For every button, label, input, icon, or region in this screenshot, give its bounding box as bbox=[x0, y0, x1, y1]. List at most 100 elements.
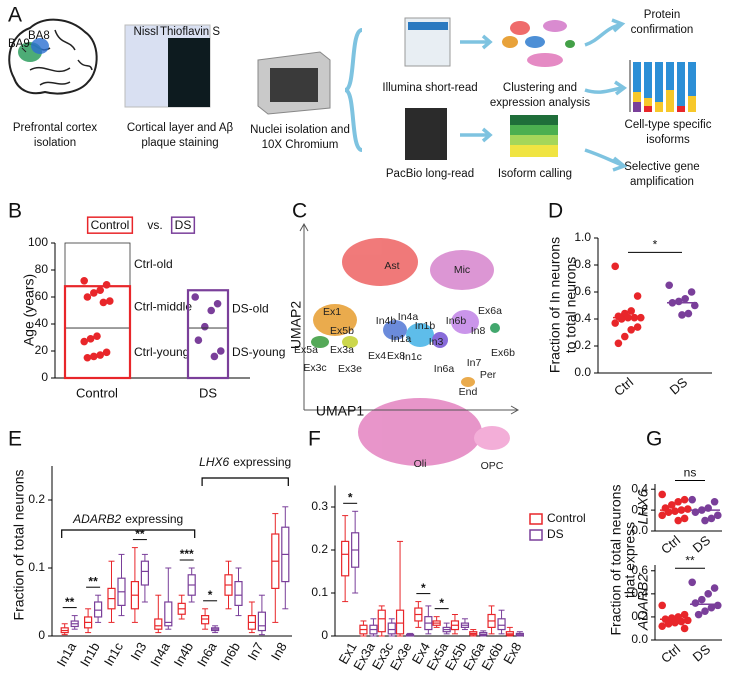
axis-label: Fraction of total neurons bbox=[11, 470, 27, 621]
header-box bbox=[170, 216, 196, 234]
data-point bbox=[96, 351, 104, 359]
sig-label: ns bbox=[684, 466, 697, 480]
x-tick-label: In7 bbox=[244, 640, 266, 663]
cluster-label: Ast bbox=[384, 260, 399, 272]
stacked-bar-icon bbox=[629, 60, 696, 112]
data-point bbox=[633, 323, 642, 331]
axis-label: UMAP1 bbox=[316, 403, 364, 419]
image-label: Thioflavin S bbox=[160, 26, 220, 38]
data-point bbox=[102, 281, 111, 289]
data-point bbox=[688, 495, 696, 504]
cluster-label: Ex3c bbox=[303, 362, 326, 374]
sig-label: * bbox=[208, 588, 213, 602]
y-tick-label: 80 bbox=[35, 262, 49, 276]
box bbox=[341, 540, 350, 577]
y-tick-label: 0.2 bbox=[28, 492, 45, 506]
data-point bbox=[658, 490, 666, 499]
data-point bbox=[714, 511, 722, 520]
axis-label: to total neurons bbox=[563, 257, 579, 354]
cluster-label: In7 bbox=[467, 357, 482, 369]
x-tick-label: Ctrl bbox=[611, 374, 636, 399]
data-point bbox=[621, 332, 629, 341]
group-label: Ctrl-young bbox=[134, 345, 189, 359]
brace bbox=[344, 28, 363, 152]
box bbox=[387, 622, 396, 635]
box bbox=[234, 580, 243, 606]
cluster-label: Ex8 bbox=[387, 350, 405, 362]
y-tick-label: 0.0 bbox=[631, 632, 648, 646]
cluster-label: Ex1 bbox=[323, 306, 341, 318]
data-point bbox=[674, 516, 682, 525]
y-tick-label: 1.0 bbox=[574, 230, 591, 244]
sig-label: * bbox=[421, 581, 426, 595]
box bbox=[377, 609, 386, 633]
chromium-device bbox=[257, 51, 331, 115]
cluster-label: In6a bbox=[434, 363, 455, 375]
bracket-text: expressing bbox=[125, 512, 183, 526]
y-tick-label: 60 bbox=[35, 289, 49, 303]
cluster-label: In3 bbox=[429, 336, 444, 348]
x-tick-label: In4b bbox=[171, 640, 197, 669]
data-point bbox=[684, 309, 693, 318]
data-point bbox=[691, 599, 700, 607]
group-label: Ctrl-middle bbox=[134, 299, 192, 313]
x-tick-label: In6b bbox=[217, 640, 243, 669]
y-tick-label: 0.1 bbox=[28, 560, 45, 574]
header: Control bbox=[91, 218, 130, 232]
data-point bbox=[210, 352, 219, 361]
cluster-thumbnail bbox=[502, 20, 575, 67]
x-tick-label: Ex8 bbox=[500, 640, 524, 667]
data-point bbox=[633, 292, 642, 300]
data-point bbox=[678, 311, 686, 319]
data-point bbox=[665, 281, 673, 290]
data-point bbox=[707, 603, 716, 612]
data-point bbox=[611, 319, 619, 327]
y-tick-label: 0 bbox=[321, 628, 328, 642]
cluster-label: End bbox=[459, 386, 478, 398]
data-point bbox=[83, 293, 92, 301]
header: DS bbox=[175, 218, 192, 232]
box bbox=[164, 601, 173, 627]
axis-label: LHX6 bbox=[635, 489, 651, 524]
group-label: DS-young bbox=[232, 345, 285, 359]
step-label: Protein bbox=[644, 9, 680, 21]
data-point bbox=[704, 590, 712, 598]
bracket-label: ADARB2 expressing bbox=[72, 512, 183, 526]
step-label: Clustering and bbox=[503, 82, 577, 94]
data-point bbox=[614, 339, 623, 348]
axis-label: ADARB2 bbox=[635, 574, 651, 631]
header-box bbox=[86, 216, 134, 234]
data-point bbox=[668, 501, 676, 509]
cluster-label: Oli bbox=[414, 458, 427, 470]
x-tick-label: In1c bbox=[101, 639, 127, 668]
data-point bbox=[675, 297, 683, 306]
step-label: expression analysis bbox=[490, 97, 591, 109]
data-point bbox=[701, 607, 709, 615]
step-label: PacBio long-read bbox=[386, 168, 474, 180]
gene-name: ADARB2 bbox=[72, 512, 121, 526]
step-label: Cell-type specific bbox=[625, 119, 712, 131]
data-point bbox=[680, 514, 689, 523]
y-tick-label: 0.4 bbox=[631, 586, 648, 600]
data-point bbox=[96, 286, 104, 295]
sig-label: * bbox=[439, 596, 444, 610]
y-tick-label: 0.4 bbox=[574, 311, 591, 325]
data-point bbox=[201, 322, 209, 331]
cluster-label: Mic bbox=[454, 264, 470, 276]
box bbox=[140, 560, 149, 586]
step-label: Nuclei isolation and bbox=[250, 124, 350, 136]
cluster-label: In4b bbox=[376, 315, 397, 327]
data-point bbox=[83, 353, 92, 362]
data-point bbox=[80, 337, 88, 346]
data-point bbox=[191, 293, 199, 301]
group-label: Ctrl-old bbox=[134, 257, 173, 271]
y-tick-label: 0.8 bbox=[574, 257, 591, 271]
cluster-label: Ex3e bbox=[338, 363, 362, 375]
sig-label: ** bbox=[685, 553, 695, 567]
data-point bbox=[691, 301, 699, 310]
box bbox=[497, 618, 506, 631]
cluster-label: Ex6b bbox=[491, 347, 515, 359]
x-tick-label: In3 bbox=[127, 640, 149, 663]
y-tick-label: 0.2 bbox=[574, 338, 591, 352]
data-point bbox=[627, 307, 635, 315]
